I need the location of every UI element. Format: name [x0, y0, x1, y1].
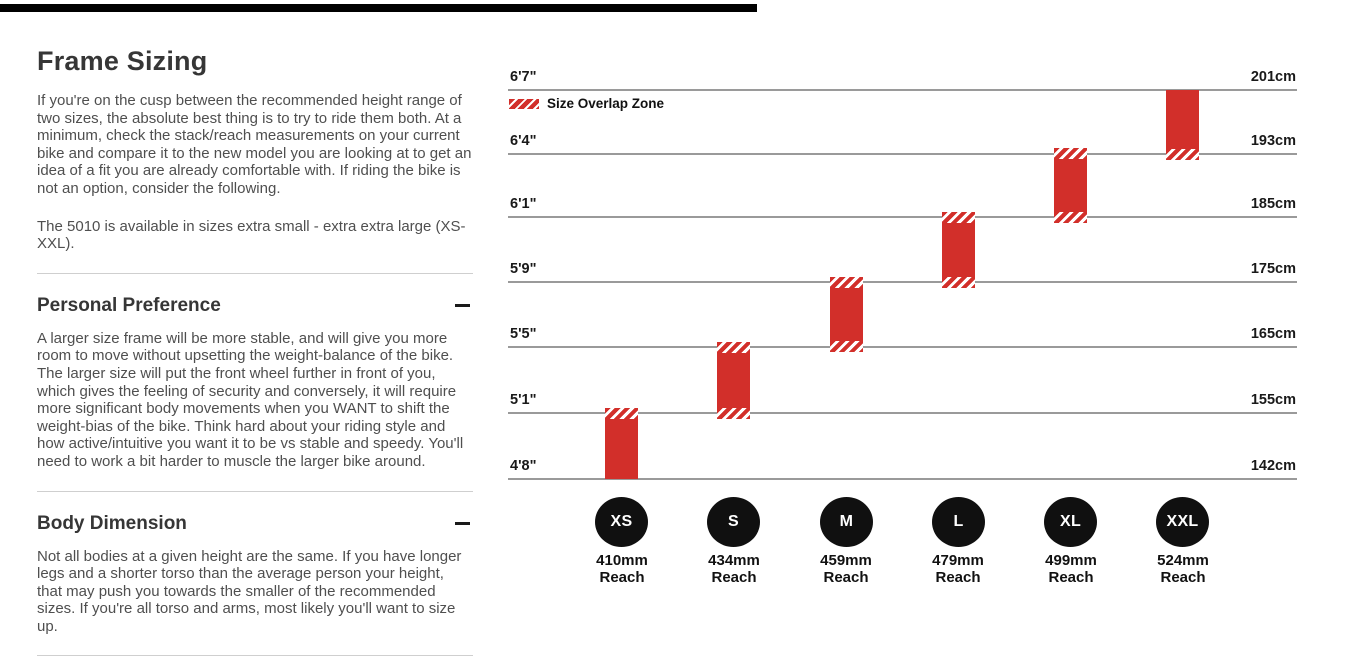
axis-tick-cm: 193cm [1250, 133, 1296, 149]
gridline [508, 89, 1297, 91]
size-bar-xl [1054, 148, 1087, 223]
section-divider [37, 490, 473, 492]
personal-preference-paragraph: A larger size frame will be more stable,… [37, 329, 464, 470]
reach-value: 479mm [932, 552, 984, 569]
availability-paragraph: The 5010 is available in sizes extra sma… [37, 217, 466, 253]
section-heading: Personal Preference [37, 294, 221, 316]
section-heading: Body Dimension [37, 512, 187, 534]
axis-tick-ft: 5'5" [510, 326, 537, 342]
size-badge-m: M [820, 497, 873, 547]
reach-label-l: 479mm Reach [908, 552, 1008, 586]
size-bar-m [830, 277, 863, 352]
reach-label-xs: 410mm Reach [572, 552, 672, 586]
overlap-zone [1054, 212, 1087, 223]
size-bar-xs [605, 408, 638, 479]
reach-label-xl: 499mm Reach [1021, 552, 1121, 586]
body-dimension-paragraph: Not all bodies at a given height are the… [37, 547, 462, 635]
axis-tick-ft: 6'4" [510, 133, 537, 149]
overlap-zone [717, 408, 750, 419]
axis-tick-cm: 142cm [1250, 458, 1296, 474]
overlap-zone [717, 342, 750, 353]
gridline [508, 346, 1297, 348]
bar-solid [830, 288, 863, 341]
axis-tick-cm: 185cm [1250, 196, 1296, 212]
axis-tick-ft: 5'9" [510, 261, 537, 277]
size-bar-l [942, 212, 975, 288]
overlap-zone [830, 277, 863, 288]
reach-word: Reach [711, 568, 757, 586]
top-border-bar [0, 4, 757, 12]
axis-tick-cm: 175cm [1250, 261, 1296, 277]
section-header-personal-preference[interactable]: Personal Preference [37, 274, 473, 330]
reach-value: 410mm [596, 552, 648, 569]
gridline [508, 478, 1297, 480]
axis-tick-ft: 6'1" [510, 196, 537, 212]
size-badge-xl: XL [1044, 497, 1097, 547]
size-badge-xxl: XXL [1156, 497, 1209, 547]
reach-word: Reach [823, 568, 869, 586]
reach-label-xxl: 524mm Reach [1133, 552, 1233, 586]
axis-tick-ft: 6'7" [510, 69, 537, 85]
bar-solid [942, 223, 975, 277]
reach-value: 459mm [820, 552, 872, 569]
gridline [508, 216, 1297, 218]
reach-word: Reach [599, 568, 645, 586]
reach-value: 499mm [1045, 552, 1097, 569]
bar-solid [1054, 159, 1087, 212]
size-badge-xs: XS [595, 497, 648, 547]
page-title: Frame Sizing [37, 46, 208, 76]
section-divider [37, 272, 473, 274]
size-badge-l: L [932, 497, 985, 547]
intro-paragraph: If you're on the cusp between the recomm… [37, 92, 472, 197]
overlap-zone [942, 277, 975, 288]
reach-label-m: 459mm Reach [796, 552, 896, 586]
legend-label: Size Overlap Zone [547, 96, 665, 111]
overlap-zone [1166, 149, 1199, 160]
collapse-minus-icon[interactable] [455, 522, 470, 525]
bar-solid [1166, 90, 1199, 149]
gridline [508, 153, 1297, 155]
axis-tick-ft: 5'1" [510, 392, 537, 408]
axis-tick-cm: 201cm [1250, 69, 1296, 85]
bar-solid [717, 353, 750, 408]
legend: Size Overlap Zone [509, 96, 664, 111]
reach-word: Reach [1160, 568, 1206, 586]
reach-label-s: 434mm Reach [684, 552, 784, 586]
gridline [508, 412, 1297, 414]
overlap-zone [942, 212, 975, 223]
size-bar-xxl [1166, 90, 1199, 160]
overlap-zone [1054, 148, 1087, 159]
frame-sizing-article: Frame Sizing If you're on the cusp betwe… [37, 0, 473, 656]
section-header-body-dimension[interactable]: Body Dimension [37, 492, 473, 548]
reach-value: 524mm [1157, 552, 1209, 569]
axis-tick-cm: 165cm [1250, 326, 1296, 342]
axis-tick-ft: 4'8" [510, 458, 537, 474]
overlap-hatch-swatch-icon [509, 98, 539, 109]
bar-solid [605, 419, 638, 479]
reach-word: Reach [1048, 568, 1094, 586]
overlap-zone [830, 341, 863, 352]
gridline [508, 281, 1297, 283]
frame-sizing-chart: 6'7" 6'4" 6'1" 5'9" 5'5" 5'1" 4'8" 201cm… [508, 0, 1297, 644]
reach-value: 434mm [708, 552, 760, 569]
reach-word: Reach [935, 568, 981, 586]
size-bar-s [717, 342, 750, 419]
axis-tick-cm: 155cm [1250, 392, 1296, 408]
overlap-zone [605, 408, 638, 419]
collapse-minus-icon[interactable] [455, 304, 470, 308]
size-badge-s: S [707, 497, 760, 547]
